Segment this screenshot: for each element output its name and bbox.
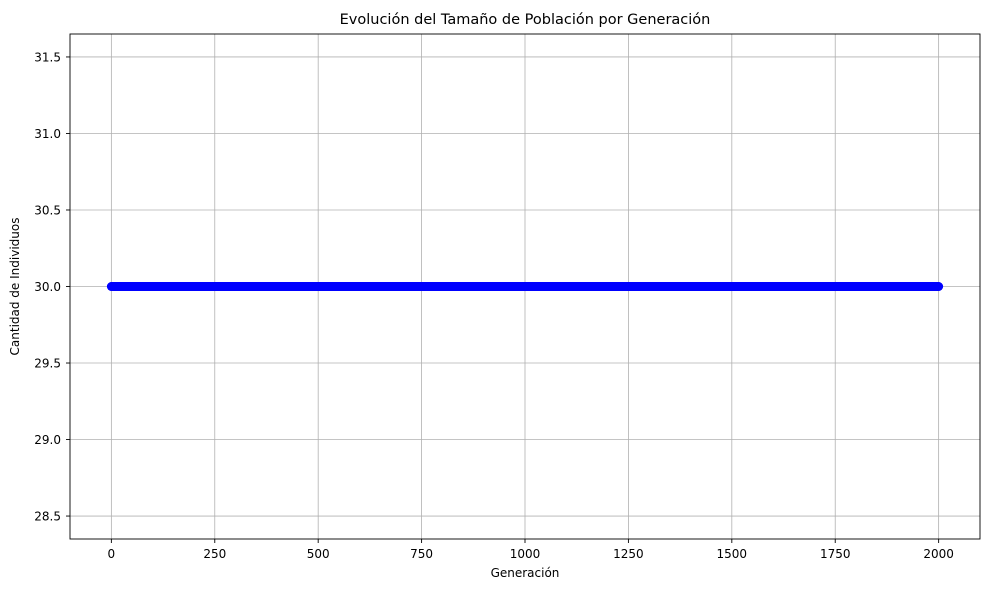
y-tick-label: 29.0: [34, 433, 61, 447]
x-tick-label: 750: [410, 547, 433, 561]
y-tick-label: 30.5: [34, 203, 61, 217]
y-axis-ticks: 28.5 29.0 29.5 30.0 30.5 31.0 31.5: [34, 50, 70, 523]
x-tick-label: 0: [108, 547, 116, 561]
x-tick-label: 500: [307, 547, 330, 561]
x-tick-label: 2000: [923, 547, 954, 561]
y-tick-label: 31.0: [34, 127, 61, 141]
y-tick-label: 31.5: [34, 50, 61, 64]
y-axis-label: Cantidad de Individuos: [8, 218, 22, 356]
y-tick-label: 28.5: [34, 509, 61, 523]
x-tick-label: 1500: [717, 547, 748, 561]
data-point: [934, 282, 944, 291]
x-axis-label: Generación: [491, 566, 560, 580]
series-layer: [106, 282, 944, 291]
x-tick-label: 1250: [613, 547, 644, 561]
x-axis-ticks: 0 250 500 750 1000 1250 1500 1750 2000: [108, 539, 954, 561]
x-tick-label: 250: [203, 547, 226, 561]
y-tick-label: 30.0: [34, 280, 61, 294]
y-tick-label: 29.5: [34, 356, 61, 370]
x-tick-label: 1000: [510, 547, 541, 561]
chart-title: Evolución del Tamaño de Población por Ge…: [340, 12, 711, 28]
x-tick-label: 1750: [820, 547, 851, 561]
